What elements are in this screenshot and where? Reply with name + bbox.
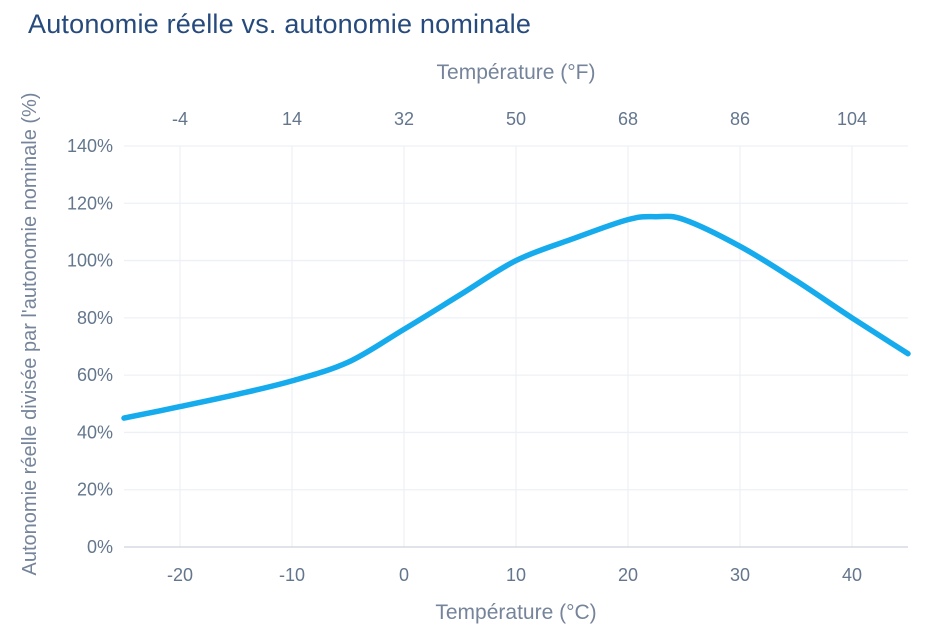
y-tick-label: 40%: [77, 422, 113, 442]
y-tick-label: 120%: [67, 193, 113, 213]
x-tick-label-bottom: 40: [842, 565, 862, 585]
y-tick-label: 60%: [77, 365, 113, 385]
y-tick-label: 80%: [77, 308, 113, 328]
x-tick-label-bottom: 20: [618, 565, 638, 585]
y-axis-title: Autonomie réelle divisée par l'autonomie…: [19, 93, 41, 576]
y-tick-label: 0%: [87, 537, 113, 557]
series-line: [121, 213, 911, 421]
y-tick-label: 140%: [67, 136, 113, 156]
chart-title: Autonomie réelle vs. autonomie nominale: [28, 9, 532, 39]
x-tick-label-bottom: -10: [279, 565, 305, 585]
x-tick-label-bottom: 0: [399, 565, 409, 585]
x-tick-label-bottom: 10: [506, 565, 526, 585]
x-tick-label-top: 104: [837, 109, 867, 129]
y-tick-label: 100%: [67, 251, 113, 271]
x-axis-top-title: Température (°F): [437, 61, 596, 84]
y-tick-label: 20%: [77, 480, 113, 500]
x-tick-label-top: 50: [506, 109, 526, 129]
x-tick-label-top: 86: [730, 109, 750, 129]
x-tick-label-top: 68: [618, 109, 638, 129]
x-tick-label-bottom: -20: [167, 565, 193, 585]
x-tick-label-top: 32: [394, 109, 414, 129]
x-tick-label-top: 14: [282, 109, 302, 129]
x-tick-label-top: -4: [172, 109, 188, 129]
x-axis-bottom-title: Température (°C): [435, 601, 596, 624]
x-tick-label-bottom: 30: [730, 565, 750, 585]
